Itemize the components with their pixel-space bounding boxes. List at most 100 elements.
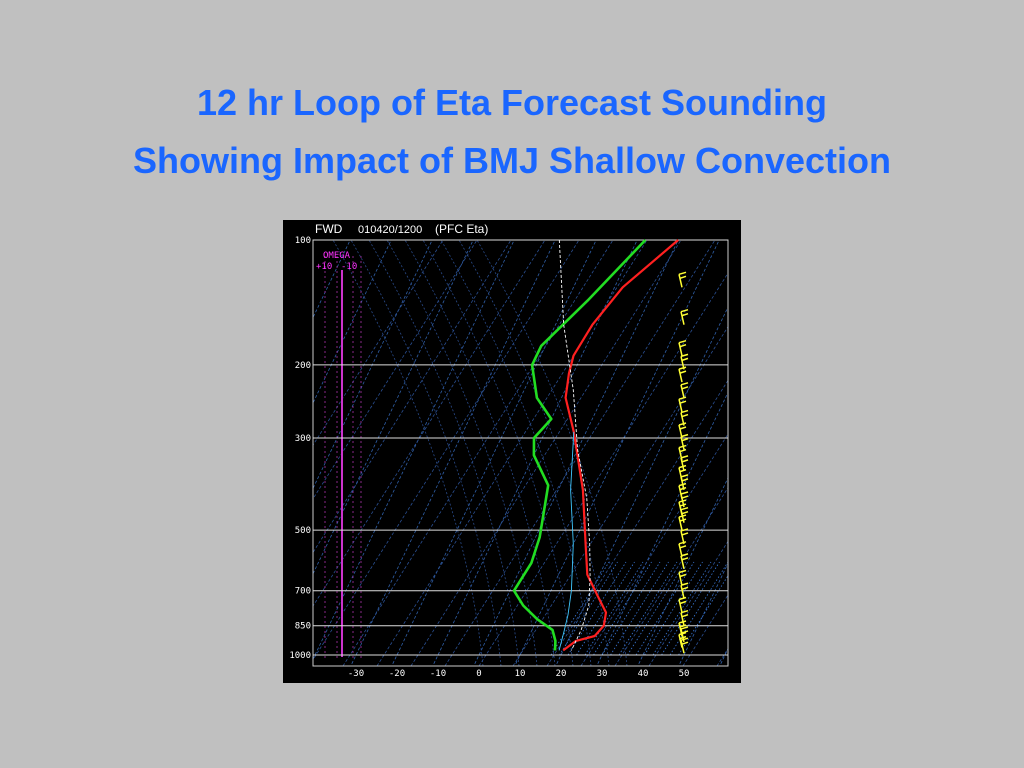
pressure-tick-label: 700 bbox=[295, 587, 311, 597]
slide-title-line-2: Showing Impact of BMJ Shallow Convection bbox=[132, 140, 892, 181]
pressure-tick-label: 500 bbox=[295, 526, 311, 536]
isotherm-line bbox=[313, 240, 515, 661]
wind-barb-icon bbox=[680, 433, 689, 450]
wind-barb-icon bbox=[678, 514, 687, 531]
wind-barb-icon bbox=[680, 455, 689, 472]
mixing-ratio-line bbox=[610, 561, 669, 656]
temperature-line bbox=[562, 239, 679, 652]
dry-adiabat-line bbox=[648, 540, 728, 666]
isotherm-line bbox=[392, 240, 597, 664]
wind-barb-icon bbox=[678, 366, 687, 383]
dry-adiabat-line bbox=[313, 240, 580, 661]
mixing-ratio-line bbox=[584, 561, 644, 656]
mixing-ratio-line bbox=[550, 561, 610, 656]
wind-barb-icon bbox=[680, 609, 689, 626]
isotherm-line bbox=[638, 476, 728, 664]
wind-barb-icon bbox=[678, 339, 687, 356]
mixing-ratio-line bbox=[678, 574, 728, 656]
dry-adiabat-line bbox=[546, 379, 728, 666]
dry-adiabat-line bbox=[313, 240, 478, 500]
pressure-tick-label: 850 bbox=[295, 622, 311, 632]
dry-adiabat-line bbox=[478, 272, 728, 666]
grid-layer bbox=[283, 239, 729, 667]
mixing-ratio-line bbox=[644, 561, 703, 656]
mixing-ratio-line bbox=[627, 561, 686, 656]
isotherm-line bbox=[313, 240, 351, 319]
wind-barb-icon bbox=[678, 596, 687, 613]
wind-barb-icon bbox=[678, 541, 687, 557]
omega-label: OMEGA bbox=[323, 251, 351, 261]
temperature-tick-label: 10 bbox=[515, 669, 526, 679]
moist-adiabat-line bbox=[332, 240, 484, 666]
isotherm-line bbox=[515, 240, 720, 664]
wind-barb-icon bbox=[680, 474, 689, 491]
dry-adiabat-line bbox=[682, 594, 728, 666]
mixing-ratio-line bbox=[601, 561, 661, 656]
wind-barb-icon bbox=[678, 569, 687, 586]
data-layer bbox=[512, 239, 689, 654]
omega-scale-plus: +10 bbox=[316, 262, 332, 272]
isotherm-line bbox=[556, 306, 728, 664]
dry-adiabat-line bbox=[512, 326, 728, 666]
dry-adiabat-line bbox=[580, 433, 728, 666]
mixing-ratio-line bbox=[635, 561, 695, 656]
temperature-tick-label: 50 bbox=[679, 669, 690, 679]
wind-barb-icon bbox=[678, 464, 687, 481]
pressure-tick-label: 300 bbox=[295, 434, 311, 444]
temperature-tick-label: 20 bbox=[556, 669, 567, 679]
temperature-tick-label: -20 bbox=[389, 669, 405, 679]
isotherm-line bbox=[679, 562, 728, 664]
wind-barb-icon bbox=[678, 396, 687, 413]
slide-title-line-1: 12 hr Loop of Eta Forecast Sounding bbox=[196, 82, 828, 123]
wind-barb-icon bbox=[680, 637, 689, 654]
temperature-tick-label: 30 bbox=[597, 669, 608, 679]
dry-adiabat-line bbox=[716, 647, 728, 666]
dry-adiabat-line bbox=[313, 240, 546, 607]
wind-barb-icon bbox=[680, 553, 689, 570]
isotherm-line bbox=[351, 240, 556, 664]
tick-label-layer: 100 200 300 500 700 850 1000 -30 -20 -10 0 10 20 30 40… bbox=[289, 236, 689, 679]
moist-adiabat-line bbox=[458, 240, 610, 666]
omega-scale-minus: -10 bbox=[341, 262, 357, 272]
mixing-ratio-line bbox=[618, 561, 678, 656]
skew-t-sounding-chart: FWD 010420/1200 (PFC Eta) OMEGA +10 -10 … bbox=[283, 220, 741, 683]
mixing-ratio-line bbox=[661, 561, 720, 656]
temperature-tick-label: 0 bbox=[476, 669, 481, 679]
mixing-ratio-line bbox=[652, 561, 712, 656]
background-lines bbox=[283, 240, 728, 666]
moist-adiabat-line bbox=[476, 240, 628, 666]
pressure-tick-label: 100 bbox=[295, 236, 311, 246]
wind-barb-icon bbox=[678, 444, 687, 461]
dry-adiabat-line bbox=[342, 240, 614, 666]
moist-adiabat-line bbox=[368, 240, 520, 666]
dry-adiabat-line bbox=[313, 240, 444, 446]
dry-adiabat-line bbox=[313, 240, 512, 554]
moist-adiabat-line bbox=[422, 240, 574, 666]
station-label: FWD bbox=[315, 222, 343, 236]
isotherm-line bbox=[313, 240, 392, 404]
wind-barb-icon bbox=[680, 382, 689, 398]
reference-trace-line bbox=[558, 239, 591, 651]
wind-barb-icon bbox=[680, 308, 689, 325]
pressure-tick-label: 1000 bbox=[289, 651, 311, 661]
mixing-ratio-line bbox=[576, 561, 635, 656]
temperature-tick-label: -10 bbox=[430, 669, 446, 679]
isotherm-line bbox=[313, 240, 433, 490]
isotherm-line bbox=[313, 240, 474, 575]
isotherm-line bbox=[283, 240, 309, 664]
model-label: (PFC Eta) bbox=[435, 222, 488, 236]
sounding-svg: FWD 010420/1200 (PFC Eta) OMEGA +10 -10 … bbox=[283, 222, 729, 679]
datetime-label: 010420/1200 bbox=[358, 224, 422, 236]
dry-adiabat-line bbox=[614, 486, 728, 666]
mixing-ratio-line bbox=[559, 561, 618, 656]
moist-adiabat-line bbox=[386, 240, 538, 666]
isotherm-line bbox=[597, 391, 728, 664]
moist-adiabat-line bbox=[440, 240, 592, 666]
dewpoint-line bbox=[512, 239, 647, 651]
moist-adiabat-line bbox=[350, 240, 502, 666]
pressure-tick-label: 200 bbox=[295, 361, 311, 371]
dry-adiabat-line bbox=[410, 240, 682, 666]
wind-barb-icon bbox=[678, 271, 687, 288]
isotherm-line bbox=[720, 647, 728, 664]
dry-adiabat-line bbox=[444, 240, 716, 666]
